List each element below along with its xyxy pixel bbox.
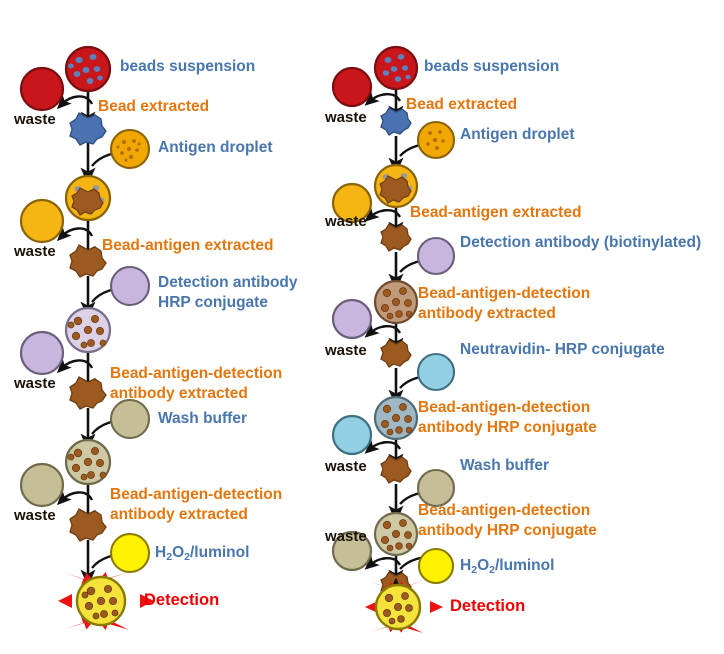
right-label-complex-extracted-line2: antibody extracted	[418, 305, 556, 322]
left-label-waste-3: waste	[14, 375, 56, 392]
right-label-waste-5: waste	[325, 528, 367, 545]
luminol-suffix: /luminol	[494, 557, 555, 574]
left-extracted-complex-1	[69, 376, 107, 410]
left-label-complex-extracted-1-line2: antibody extracted	[110, 385, 248, 402]
left-label-waste-1: waste	[14, 111, 56, 128]
left-label-waste-2: waste	[14, 243, 56, 260]
left-panel-flow	[19, 45, 154, 631]
right-neutravidin-mixture	[373, 395, 419, 441]
right-label-luminol: H2O2/luminol	[460, 557, 555, 576]
right-panel-flow	[331, 45, 456, 633]
right-waste-droplet-1	[331, 66, 373, 108]
left-label-detection-antibody-line2: HRP conjugate	[158, 294, 268, 311]
left-washed-mixture	[64, 438, 112, 486]
right-label-hrp-complex-1-line1: Bead-antigen-detection	[418, 399, 591, 416]
right-label-antigen-droplet: Antigen droplet	[460, 126, 575, 143]
right-label-neutravidin: Neutravidin- HRP conjugate	[460, 341, 665, 358]
left-waste-droplet-1	[19, 66, 65, 112]
left-extracted-bead-antigen	[69, 244, 107, 278]
luminol-suffix: /luminol	[189, 544, 250, 561]
left-label-waste-4: waste	[14, 507, 56, 524]
left-detection-signal	[58, 571, 154, 631]
right-waste-droplet-5	[331, 530, 373, 572]
luminol-h: H	[155, 544, 167, 561]
right-bead-antigen-mixture	[373, 163, 419, 209]
left-extracted-complex-2	[69, 508, 107, 542]
left-label-complex-extracted-2-line2: antibody extracted	[110, 506, 248, 523]
left-label-complex-extracted-2-line1: Bead-antigen-detection	[110, 486, 283, 503]
right-bead-antigen-antibody-mixture	[373, 279, 419, 325]
right-label-wash-buffer: Wash buffer	[460, 457, 549, 474]
left-label-wash-buffer: Wash buffer	[158, 410, 247, 427]
left-label-beads-suspension: beads suspension	[120, 58, 256, 75]
left-wash-buffer-reagent	[109, 398, 151, 440]
right-label-hrp-complex-2-line2: antibody HRP conjugate	[418, 522, 597, 539]
left-waste-droplet-2	[19, 198, 65, 244]
right-waste-droplet-3	[331, 298, 373, 340]
right-label-waste-4: waste	[325, 458, 367, 475]
right-washed-mixture	[373, 511, 419, 557]
right-label-hrp-complex-1-line2: antibody HRP conjugate	[418, 419, 597, 436]
left-detection-antibody-reagent	[109, 265, 151, 307]
luminol-o: O	[477, 557, 490, 574]
right-wash-buffer-reagent	[416, 468, 456, 508]
right-detection-antibody-biotin-reagent	[416, 236, 456, 276]
right-label-complex-extracted-line1: Bead-antigen-detection	[418, 285, 591, 302]
right-antigen-droplet-reagent	[416, 120, 456, 160]
left-label-luminol: H2O2/luminol	[155, 544, 250, 563]
right-extracted-bead-1	[380, 107, 412, 136]
left-label-bead-extracted: Bead extracted	[98, 98, 210, 115]
right-label-waste-3: waste	[325, 342, 367, 359]
right-label-bead-extracted: Bead extracted	[406, 96, 518, 113]
right-label-beads-suspension: beads suspension	[424, 58, 560, 75]
luminol-sub-2: 2	[184, 550, 190, 563]
right-waste-droplet-4	[331, 414, 373, 456]
left-waste-droplet-4	[19, 462, 65, 508]
right-extracted-complex-2	[380, 455, 412, 484]
right-beads-suspension-droplet	[373, 45, 419, 91]
right-label-detection: Detection	[450, 597, 526, 615]
left-label-bead-antigen-extracted: Bead-antigen extracted	[102, 237, 274, 254]
right-waste-droplet-2	[331, 182, 373, 224]
right-label-waste-2: waste	[325, 213, 367, 230]
left-bead-antigen-mixture	[64, 174, 112, 222]
left-waste-droplet-3	[19, 330, 65, 376]
right-detection-signal	[365, 581, 443, 633]
left-label-detection: Detection	[144, 591, 220, 609]
right-label-waste-1: waste	[325, 109, 367, 126]
left-bead-antigen-antibody-mixture	[64, 306, 112, 354]
left-extracted-bead-1	[69, 112, 107, 146]
luminol-h: H	[460, 557, 472, 574]
left-label-detection-antibody-line1: Detection antibody	[158, 274, 298, 291]
right-label-bead-antigen-extracted: Bead-antigen extracted	[410, 204, 582, 221]
right-label-hrp-complex-2-line1: Bead-antigen-detection	[418, 502, 591, 519]
left-beads-suspension-droplet	[64, 45, 112, 93]
luminol-sub-2: 2	[489, 563, 495, 576]
left-label-complex-extracted-1-line1: Bead-antigen-detection	[110, 365, 283, 382]
luminol-o: O	[172, 544, 185, 561]
left-label-antigen-droplet: Antigen droplet	[158, 139, 273, 156]
luminol-sub-1: 2	[471, 563, 478, 576]
left-antigen-droplet-reagent	[109, 128, 151, 170]
right-label-detection-antibody-biotinylated: Detection antibody (biotinylated)	[460, 234, 702, 251]
right-extracted-complex-1	[380, 339, 412, 368]
right-extracted-bead-antigen	[380, 223, 412, 252]
luminol-sub-1: 2	[166, 550, 173, 563]
right-luminol-reagent	[417, 547, 455, 585]
left-luminol-reagent	[109, 532, 151, 574]
right-neutravidin-hrp-reagent	[416, 352, 456, 392]
